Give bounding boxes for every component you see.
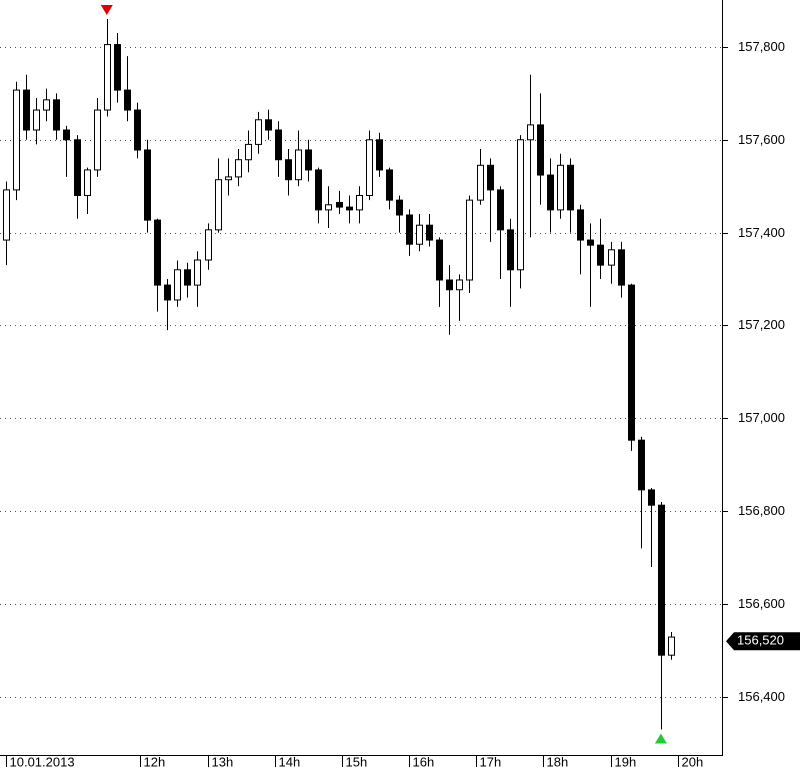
candle-body xyxy=(356,194,363,211)
candle-body xyxy=(587,239,594,246)
candle-body xyxy=(618,249,625,286)
candle-body xyxy=(325,204,332,211)
candle-body xyxy=(396,199,403,216)
y-tick-label: 157,600 xyxy=(738,132,785,147)
x-tick-label: 18h xyxy=(547,754,569,769)
candle-body xyxy=(215,179,222,231)
candle-body xyxy=(366,139,373,196)
x-tick-label: 10.01.2013 xyxy=(10,754,75,769)
candle-body xyxy=(466,199,473,281)
candle-body xyxy=(628,284,635,441)
candle-body xyxy=(336,201,343,208)
candle-body xyxy=(497,189,504,231)
candle-body xyxy=(104,44,111,111)
candle-body xyxy=(124,89,131,111)
y-tick-label: 157,200 xyxy=(738,317,785,332)
candle-body xyxy=(144,149,151,221)
x-tick-label: 20h xyxy=(682,754,704,769)
candle-body xyxy=(235,159,242,178)
y-tick-label: 157,000 xyxy=(738,410,785,425)
candle-body xyxy=(43,99,50,111)
last-price-label: 156,520 xyxy=(737,633,784,648)
candle-body xyxy=(194,259,201,286)
candle-body xyxy=(3,189,10,241)
y-tick-label: 156,800 xyxy=(738,503,785,518)
y-tick-label: 157,800 xyxy=(738,39,785,54)
candle-body xyxy=(346,206,353,211)
candle-body xyxy=(23,89,30,131)
candle-body xyxy=(456,279,463,291)
candle-body xyxy=(426,224,433,241)
candle-body xyxy=(386,169,393,201)
candle-body xyxy=(94,109,101,171)
candle-body xyxy=(305,149,312,171)
candle-body xyxy=(406,214,413,245)
y-tick-label: 156,600 xyxy=(738,596,785,611)
candle-body xyxy=(245,143,252,161)
candle-body xyxy=(507,229,514,271)
candle-body xyxy=(658,504,665,656)
candle-body xyxy=(668,636,675,656)
candle-body xyxy=(134,109,141,151)
candle-body xyxy=(205,229,212,261)
candle-body xyxy=(487,164,494,191)
candle-body xyxy=(184,269,191,286)
candle-body xyxy=(164,284,171,301)
candle-body xyxy=(74,139,81,196)
candle-body xyxy=(446,279,453,291)
candle-body xyxy=(63,129,70,141)
candle-body xyxy=(547,174,554,211)
candle-body xyxy=(527,124,534,141)
candle-body xyxy=(174,269,181,301)
candle-body xyxy=(537,124,544,176)
candle-body xyxy=(315,169,322,211)
candle-body xyxy=(567,164,574,211)
candle-body xyxy=(13,89,20,191)
x-tick-label: 14h xyxy=(279,754,301,769)
candle-body xyxy=(597,244,604,266)
x-tick-label: 15h xyxy=(346,754,368,769)
candle-body xyxy=(477,164,484,201)
candle-body xyxy=(84,169,91,196)
candle-body xyxy=(275,129,282,161)
candle-body xyxy=(517,139,524,271)
candle-body xyxy=(436,239,443,281)
x-tick-label: 19h xyxy=(615,754,637,769)
y-tick-label: 157,400 xyxy=(738,225,785,240)
low-marker xyxy=(654,733,667,744)
x-tick-label: 16h xyxy=(413,754,435,769)
candle-body xyxy=(376,139,383,171)
high-marker xyxy=(100,5,113,16)
candle-body xyxy=(225,176,232,181)
candle-body xyxy=(265,119,272,131)
candle-body xyxy=(608,249,615,266)
candle-body xyxy=(154,219,161,286)
candle-body xyxy=(416,224,423,245)
candle-body xyxy=(285,159,292,181)
candle-body xyxy=(557,164,564,211)
candle-body xyxy=(295,149,302,181)
candle-body xyxy=(114,44,121,91)
y-tick-label: 156,400 xyxy=(738,689,785,704)
last-price-box xyxy=(726,632,800,651)
candle-body xyxy=(255,119,262,145)
candle-body xyxy=(577,209,584,241)
candle-body xyxy=(638,439,645,491)
candle-body xyxy=(53,99,60,131)
candle-body xyxy=(648,489,655,506)
x-tick-label: 12h xyxy=(144,754,166,769)
x-tick-label: 13h xyxy=(212,754,234,769)
x-tick-label: 17h xyxy=(480,754,502,769)
candle-body xyxy=(33,109,40,131)
